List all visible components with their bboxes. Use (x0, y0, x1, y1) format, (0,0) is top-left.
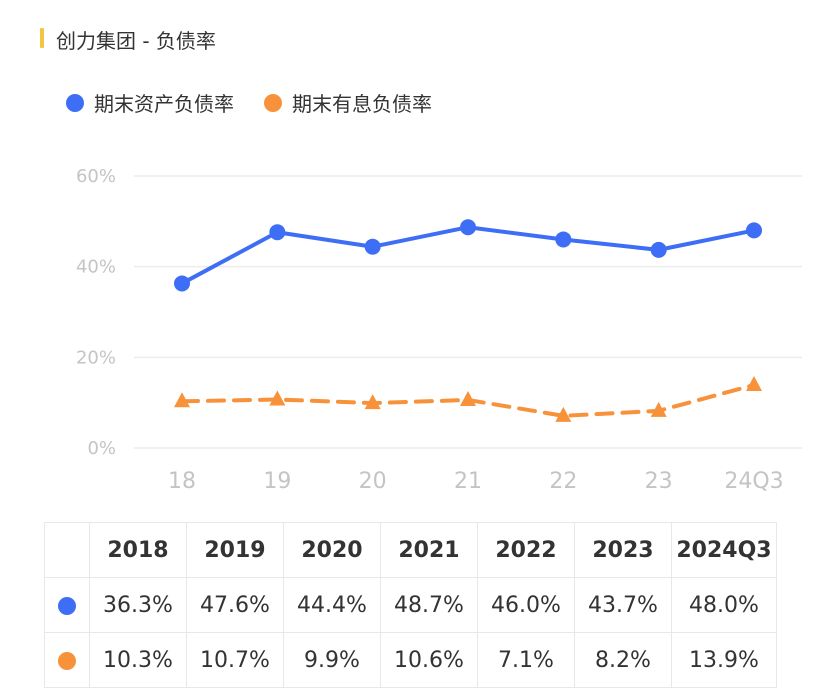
x-tick-label: 20 (359, 469, 387, 494)
table-cell: 44.4% (283, 577, 381, 633)
table-row: 10.3% 10.7% 9.9% 10.6% 7.1% 8.2% 13.9% (44, 632, 777, 688)
table-header-cell: 2019 (186, 522, 284, 578)
chart-title: 创力集团 - 负债率 (56, 29, 216, 53)
table-cell: 10.6% (380, 632, 478, 688)
row-dot-orange (58, 651, 76, 670)
data-point (555, 406, 572, 422)
x-tick-label: 24Q3 (724, 469, 783, 494)
table-cell: 43.7% (574, 577, 672, 633)
legend-item-interest-ratio[interactable]: 期末有息负债率 (264, 88, 432, 117)
legend-item-asset-ratio[interactable]: 期末资产负债率 (66, 88, 234, 117)
x-tick-label: 18 (168, 469, 196, 494)
table-header-cell: 2024Q3 (671, 522, 777, 578)
table-cell: 48.7% (380, 577, 478, 633)
legend: 期末资产负债率 期末有息负债率 (66, 88, 462, 117)
y-tick-label: 20% (76, 347, 116, 368)
data-table: 2018 2019 2020 2021 2022 2023 2024Q3 36.… (44, 522, 777, 688)
legend-dot-orange (264, 93, 282, 112)
data-point (174, 275, 190, 292)
table-cell: 36.3% (89, 577, 187, 633)
data-point (269, 390, 286, 406)
table-cell: 9.9% (283, 632, 381, 688)
row-dot-blue (58, 596, 76, 615)
data-point (746, 375, 762, 391)
y-tick-label: 40% (76, 257, 116, 278)
table-cell: 46.0% (477, 577, 575, 633)
data-point (364, 238, 381, 255)
x-tick-label: 19 (263, 469, 291, 494)
x-tick-label: 21 (454, 469, 482, 494)
table-cell: 7.1% (477, 632, 575, 688)
table-cell: 13.9% (671, 632, 777, 688)
data-point (174, 392, 190, 408)
table-cell: 8.2% (574, 632, 672, 688)
data-point (746, 222, 762, 239)
legend-label: 期末资产负债率 (94, 92, 234, 116)
legend-label: 期末有息负债率 (292, 92, 432, 116)
x-tick-label: 22 (549, 469, 577, 494)
data-point (460, 390, 476, 406)
data-point (650, 241, 667, 258)
data-point (269, 224, 286, 241)
table-header-cell: 2020 (283, 522, 381, 578)
table-cell: 47.6% (186, 577, 284, 633)
y-tick-label: 0% (87, 438, 116, 459)
x-tick-label: 23 (645, 469, 673, 494)
series-line-asset-ratio (180, 225, 756, 286)
row-marker-cell (44, 632, 90, 688)
row-marker-cell (44, 577, 90, 633)
table-cell: 48.0% (671, 577, 777, 633)
table-header-row: 2018 2019 2020 2021 2022 2023 2024Q3 (44, 522, 777, 578)
title-accent-bar (40, 28, 44, 48)
table-header-cell: 2018 (89, 522, 187, 578)
table-header-cell: 2023 (574, 522, 672, 578)
legend-dot-blue (66, 93, 84, 112)
y-tick-label: 60% (76, 166, 116, 187)
data-point (650, 401, 667, 417)
data-point (555, 231, 572, 248)
table-header-cell: 2021 (380, 522, 478, 578)
line-chart: 60% 40% 20% 0% 18 19 20 21 22 23 24Q3 (76, 166, 802, 494)
table-header-cell: 2022 (477, 522, 575, 578)
table-corner-cell (44, 522, 90, 578)
table-cell: 10.3% (89, 632, 187, 688)
table-cell: 10.7% (186, 632, 284, 688)
data-point (460, 219, 476, 236)
table-row: 36.3% 47.6% 44.4% 48.7% 46.0% 43.7% 48.0… (44, 577, 777, 633)
data-point (364, 394, 381, 410)
